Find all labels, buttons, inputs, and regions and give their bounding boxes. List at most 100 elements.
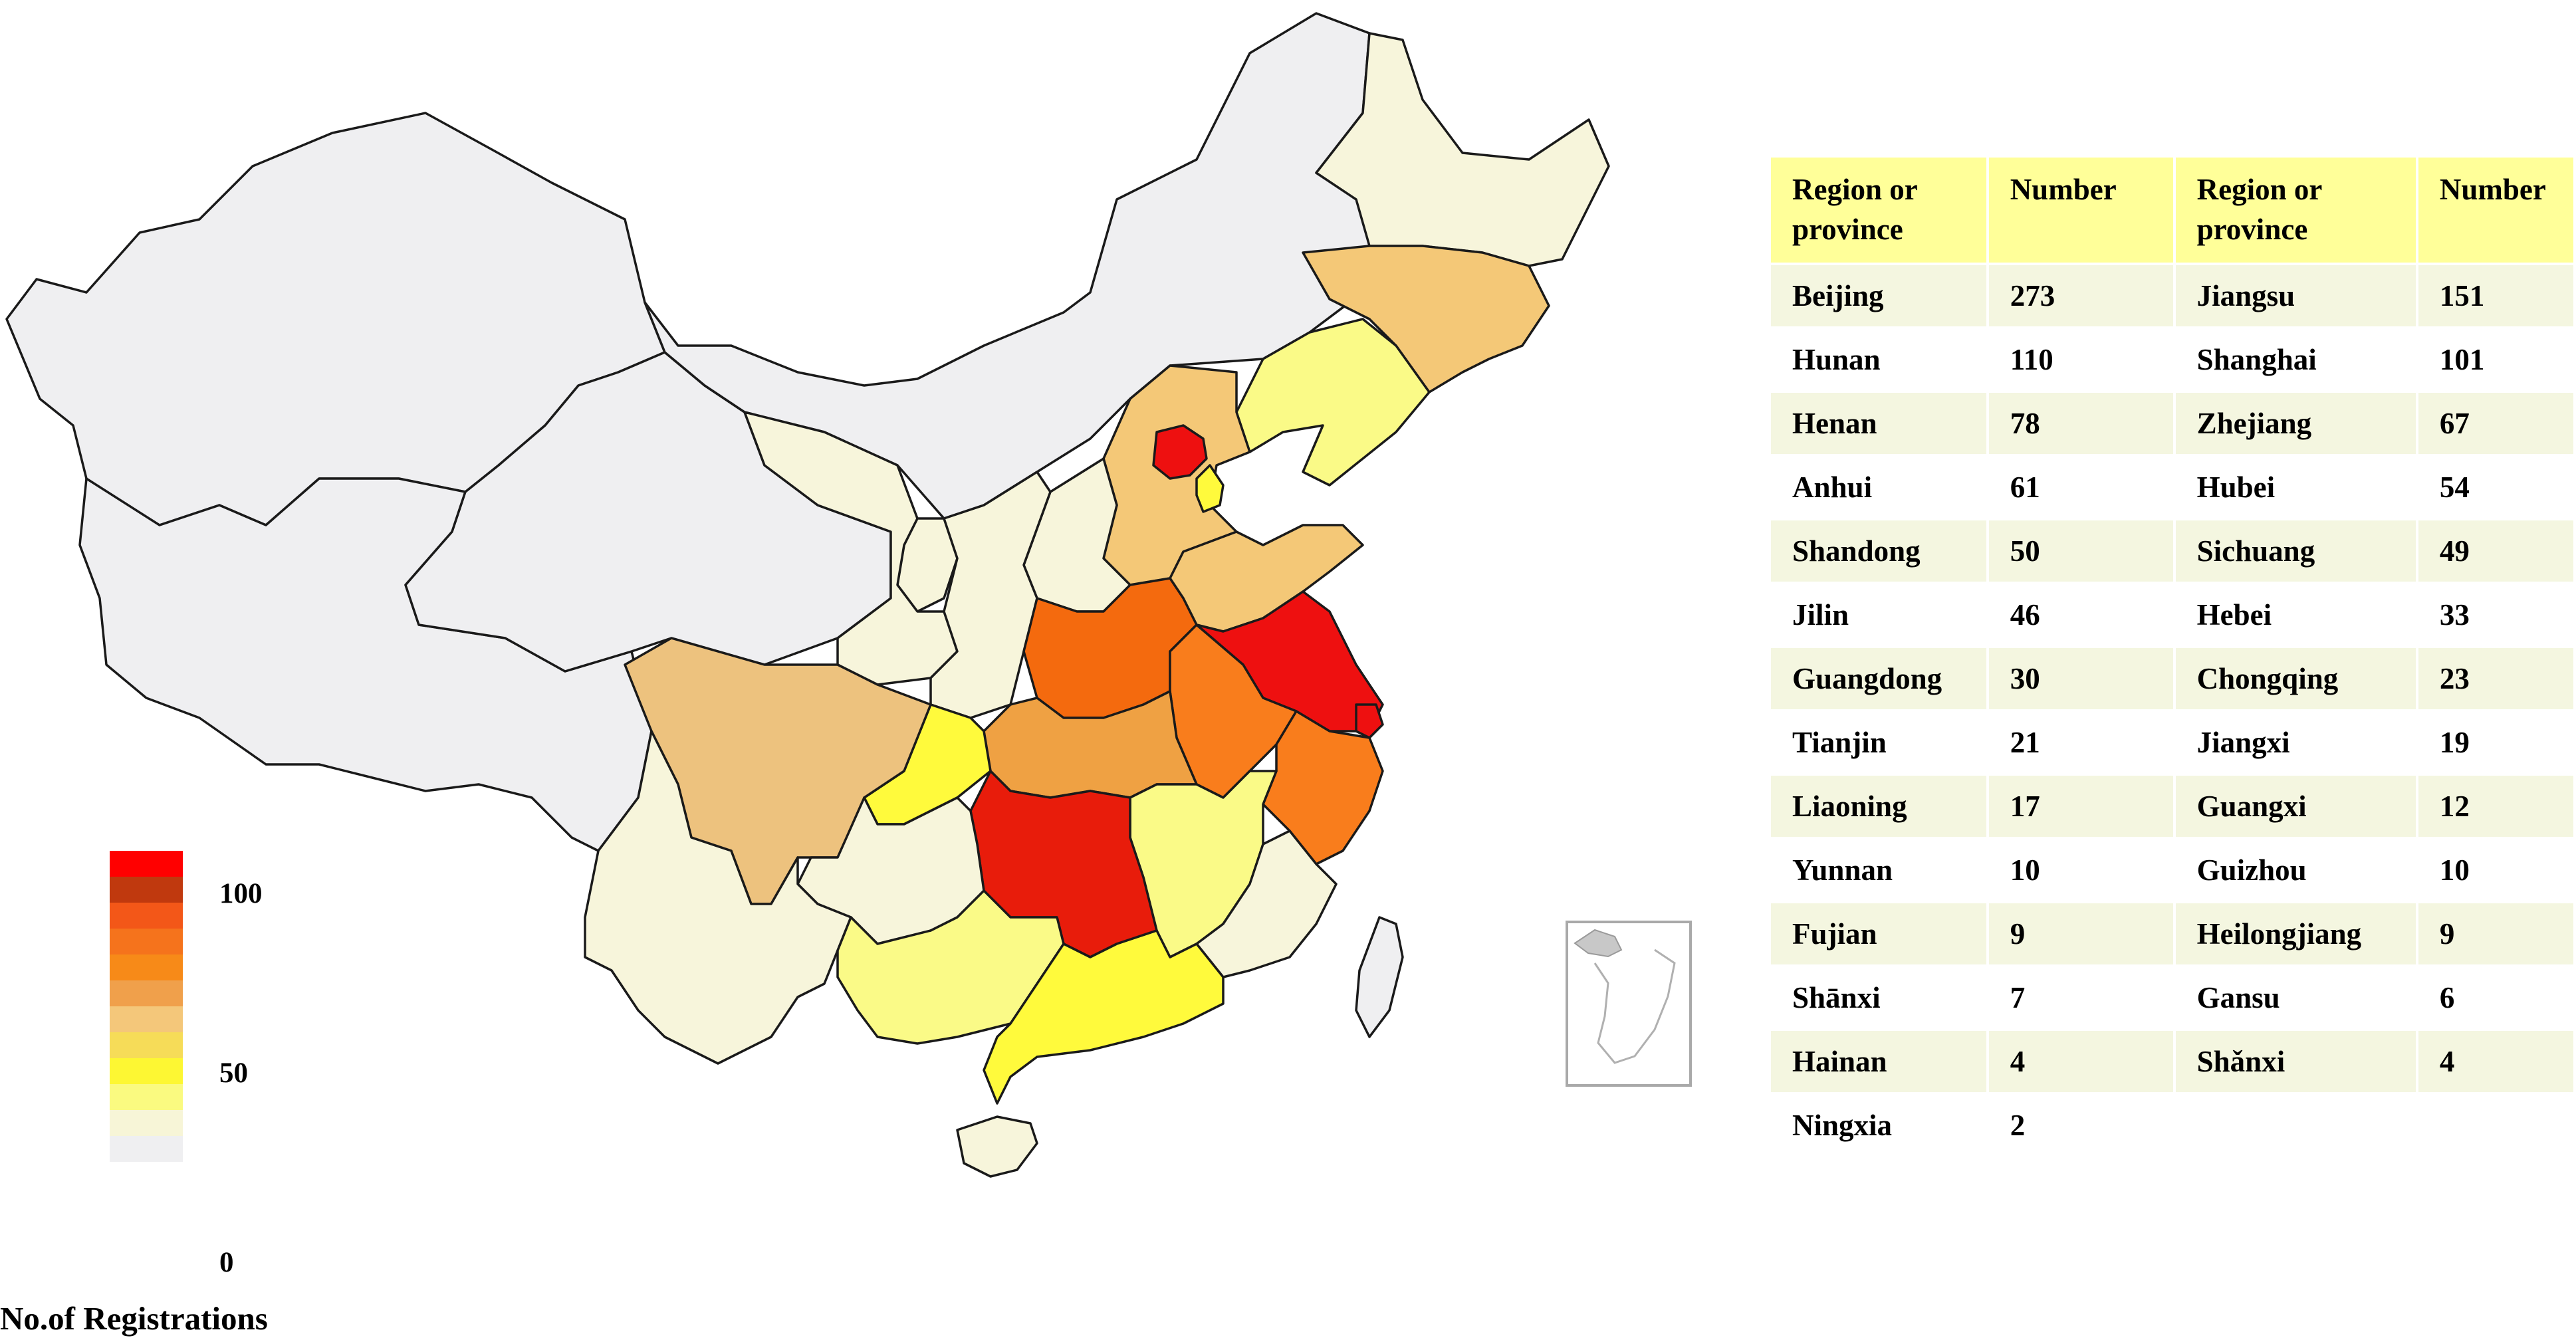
legend-swatch — [110, 1084, 183, 1110]
cell-region: Jilin — [1768, 582, 1989, 648]
registrations-table: Region or province Number Region or prov… — [1768, 155, 2576, 1159]
cell-number: 30 — [1986, 645, 2176, 712]
legend-swatch — [110, 1006, 183, 1032]
cell-number: 19 — [2415, 709, 2576, 776]
legend-title: No.of Registrations — [0, 1300, 268, 1337]
table-row: Hunan 110 Shanghai 101 — [1768, 326, 2576, 393]
cell-region: Anhui — [1768, 454, 1989, 520]
province-tianjin[interactable] — [1195, 464, 1225, 513]
cell-number: 4 — [2415, 1028, 2576, 1095]
table-row: Fujian 9 Heilongjiang 9 — [1768, 901, 2576, 967]
cell-region: Ningxia — [1768, 1092, 1989, 1159]
legend-swatch — [110, 1110, 183, 1136]
table-row: Henan 78 Zhejiang 67 — [1768, 390, 2576, 457]
cell-number: 10 — [1986, 837, 2176, 903]
cell-number: 7 — [1986, 964, 2176, 1031]
cell-number: 10 — [2415, 837, 2576, 903]
header-number-2: Number — [2415, 155, 2576, 265]
legend-swatch — [110, 1136, 183, 1162]
table-row: Hainan 4 Shǎnxi 4 — [1768, 1028, 2576, 1095]
table-row: Shānxi 7 Gansu 6 — [1768, 964, 2576, 1031]
cell-number: 21 — [1986, 709, 2176, 776]
cell-number: 101 — [2415, 326, 2576, 393]
table-body: Beijing 273 Jiangsu 151 Hunan 110 Shanghai 101 H… — [1768, 263, 2576, 1159]
cell-region — [2172, 1092, 2418, 1159]
cell-region: Shǎnxi — [2172, 1028, 2418, 1095]
south-china-sea-islands-svg — [1574, 929, 1676, 1064]
cell-region: Hebei — [2172, 582, 2418, 648]
cell-number: 110 — [1986, 326, 2176, 393]
cell-number: 273 — [1986, 263, 2176, 329]
cell-region: Beijing — [1768, 263, 1989, 329]
province-zhejiang[interactable] — [1262, 710, 1384, 865]
cell-number: 6 — [2415, 964, 2576, 1031]
cell-region: Guangdong — [1768, 645, 1989, 712]
cell-region: Shanghai — [2172, 326, 2418, 393]
cell-region: Liaoning — [1768, 773, 1989, 840]
legend-swatch — [110, 903, 183, 929]
south-china-sea-inset — [1566, 921, 1692, 1087]
cell-region: Guizhou — [2172, 837, 2418, 903]
cell-number: 61 — [1986, 454, 2176, 520]
cell-number: 50 — [1986, 518, 2176, 584]
cell-region: Sichuang — [2172, 518, 2418, 584]
legend-tick-100: 100 — [219, 878, 263, 909]
cell-region: Heilongjiang — [2172, 901, 2418, 967]
legend-swatch — [110, 1058, 183, 1084]
legend-tick-50: 50 — [219, 1058, 248, 1089]
cell-number: 4 — [1986, 1028, 2176, 1095]
table-header-row: Region or province Number Region or prov… — [1768, 155, 2576, 265]
province-beijing[interactable] — [1152, 424, 1208, 480]
cell-region: Chongqing — [2172, 645, 2418, 712]
cell-number: 12 — [2415, 773, 2576, 840]
cell-region: Yunnan — [1768, 837, 1989, 903]
header-number-1: Number — [1986, 155, 2176, 265]
cell-number: 9 — [2415, 901, 2576, 967]
legend-swatch — [110, 1032, 183, 1058]
legend-swatch — [110, 929, 183, 954]
cell-number: 46 — [1986, 582, 2176, 648]
table-row: Liaoning 17 Guangxi 12 — [1768, 773, 2576, 840]
province-liaoning[interactable] — [1235, 318, 1431, 487]
header-region-2: Region or province — [2172, 155, 2418, 265]
cell-region: Shandong — [1768, 518, 1989, 584]
cell-region: Zhejiang — [2172, 390, 2418, 457]
province-shanghai[interactable] — [1355, 703, 1384, 739]
table-row: Yunnan 10 Guizhou 10 — [1768, 837, 2576, 903]
province-guangdong[interactable] — [983, 929, 1225, 1105]
cell-region: Henan — [1768, 390, 1989, 457]
table-row: Tianjin 21 Jiangxi 19 — [1768, 709, 2576, 776]
province-fujian[interactable] — [1195, 830, 1338, 978]
cell-number: 54 — [2415, 454, 2576, 520]
cell-number: 67 — [2415, 390, 2576, 457]
cell-region: Gansu — [2172, 964, 2418, 1031]
cell-number: 23 — [2415, 645, 2576, 712]
cell-region: Hunan — [1768, 326, 1989, 393]
legend-swatch — [110, 851, 183, 877]
cell-number: 33 — [2415, 582, 2576, 648]
legend-swatch — [110, 877, 183, 903]
table-row: Guangdong 30 Chongqing 23 — [1768, 645, 2576, 712]
cell-region: Jiangsu — [2172, 263, 2418, 329]
cell-region: Hubei — [2172, 454, 2418, 520]
cell-region: Guangxi — [2172, 773, 2418, 840]
china-choropleth-map — [5, 12, 1692, 1178]
cell-number: 2 — [1986, 1092, 2176, 1159]
cell-number: 78 — [1986, 390, 2176, 457]
province-hainan[interactable] — [956, 1115, 1038, 1178]
legend-swatch — [110, 980, 183, 1006]
table-row: Anhui 61 Hubei 54 — [1768, 454, 2576, 520]
header-region-1: Region or province — [1768, 155, 1989, 265]
province-heilongjiang[interactable] — [1315, 32, 1610, 267]
cell-region: Fujian — [1768, 901, 1989, 967]
table-row: Jilin 46 Hebei 33 — [1768, 582, 2576, 648]
legend-swatch — [110, 954, 183, 980]
table-row: Beijing 273 Jiangsu 151 — [1768, 263, 2576, 329]
table-row: Shandong 50 Sichuang 49 — [1768, 518, 2576, 584]
cell-region: Jiangxi — [2172, 709, 2418, 776]
cell-region: Tianjin — [1768, 709, 1989, 776]
cell-number — [2415, 1092, 2576, 1159]
cell-number: 9 — [1986, 901, 2176, 967]
province-taiwan[interactable] — [1355, 916, 1404, 1038]
province-jilin[interactable] — [1302, 245, 1550, 393]
